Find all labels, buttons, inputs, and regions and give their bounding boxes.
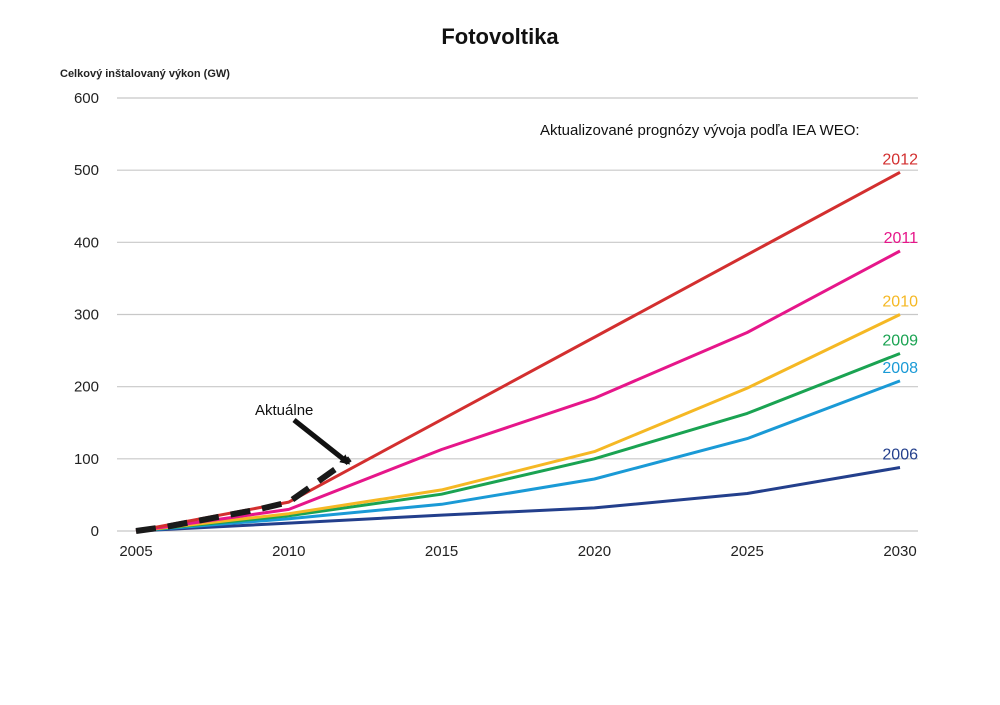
chart-title: Fotovoltika [441, 24, 559, 49]
y-tick-label: 500 [74, 162, 99, 179]
series-line-2008 [135, 379, 901, 533]
actual-label: Aktuálne [255, 402, 313, 419]
x-tick-label: 2010 [272, 543, 305, 560]
actual-line [135, 456, 352, 534]
x-tick-labels: 2005 2010 2015 2020 2025 2030 [119, 543, 916, 560]
y-tick-label: 0 [91, 523, 99, 540]
y-tick-labels: 0 100 200 300 400 500 600 [74, 90, 99, 540]
series-lines [135, 170, 901, 533]
actual-series [135, 456, 352, 534]
series-label-2012: 2012 [882, 151, 918, 168]
series-label-2006: 2006 [882, 446, 918, 463]
series-line-2011 [135, 249, 901, 533]
series-label-2008: 2008 [882, 360, 918, 377]
x-tick-label: 2025 [731, 543, 764, 560]
y-tick-label: 100 [74, 451, 99, 468]
y-tick-label: 200 [74, 379, 99, 396]
y-tick-label: 300 [74, 307, 99, 324]
y-axis-label: Celkový inštalovaný výkon (GW) [60, 68, 230, 80]
x-tick-label: 2005 [119, 543, 152, 560]
series-label-2011: 2011 [884, 230, 919, 247]
actual-arrow [292, 418, 351, 465]
series-labels: 2012 2011 2010 2009 2008 2006 [882, 151, 918, 463]
y-tick-label: 600 [74, 90, 99, 107]
x-tick-label: 2030 [883, 543, 916, 560]
x-tick-label: 2015 [425, 543, 458, 560]
series-label-2010: 2010 [882, 294, 918, 311]
series-line-2009 [135, 352, 901, 533]
x-tick-label: 2020 [578, 543, 611, 560]
y-tick-label: 400 [74, 234, 99, 251]
grid [117, 97, 918, 532]
series-label-2009: 2009 [882, 332, 918, 349]
series-line-2006 [135, 466, 901, 533]
legend-title: Aktualizované prognózy vývoja podľa IEA … [540, 122, 860, 139]
series-line-2010 [135, 313, 901, 533]
